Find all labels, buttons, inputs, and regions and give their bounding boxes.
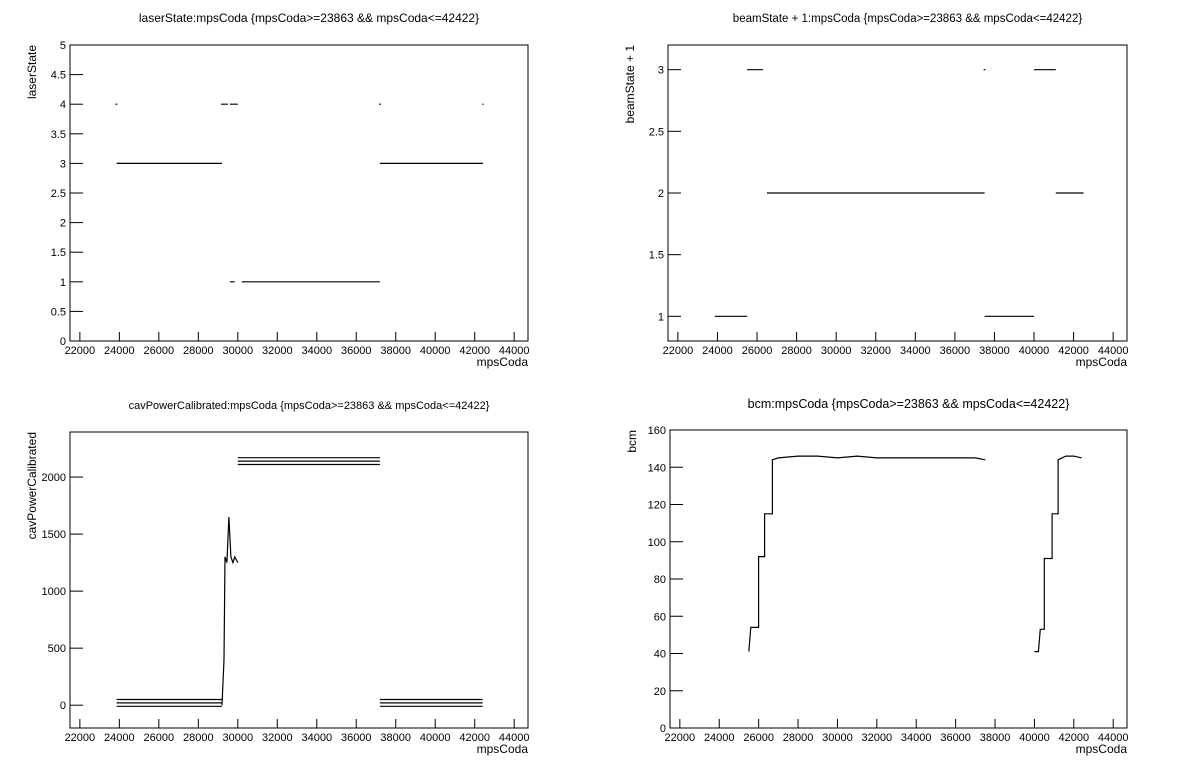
x-tick-label: 38000 (980, 732, 1011, 744)
y-tick-label: 160 (648, 425, 666, 437)
x-tick-label: 42000 (459, 732, 490, 744)
x-tick-label: 26000 (743, 732, 774, 744)
y-tick-label: 1500 (42, 529, 66, 541)
x-tick-label: 22000 (65, 732, 96, 744)
x-tick-label: 42000 (459, 345, 490, 357)
x-tick-label: 38000 (979, 345, 1010, 357)
x-tick-label: 36000 (341, 345, 372, 357)
y-axis-label: laserState (25, 45, 39, 99)
x-tick-label: 28000 (781, 345, 812, 357)
y-tick-label: 2 (658, 188, 664, 200)
x-tick-label: 36000 (940, 345, 971, 357)
y-tick-label: 100 (648, 537, 666, 549)
y-tick-label: 3 (60, 158, 66, 170)
x-tick-label: 44000 (1098, 732, 1129, 744)
chart-title: laserState:mpsCoda {mpsCoda>=23863 && mp… (139, 11, 479, 25)
y-tick-label: 1.5 (51, 247, 66, 259)
x-tick-label: 34000 (900, 345, 931, 357)
x-tick-label: 22000 (663, 345, 694, 357)
chart-title: beamState + 1:mpsCoda {mpsCoda>=23863 &&… (733, 13, 1083, 25)
y-tick-label: 2 (60, 218, 66, 230)
y-tick-label: 3 (658, 65, 664, 77)
x-tick-label: 26000 (742, 345, 773, 357)
x-tick-label: 32000 (262, 345, 293, 357)
x-tick-label: 26000 (144, 732, 175, 744)
x-tick-label: 34000 (301, 732, 332, 744)
y-tick-label: 140 (648, 462, 666, 474)
y-tick-label: 2.5 (649, 126, 664, 138)
x-tick-label: 28000 (783, 732, 814, 744)
y-tick-label: 1 (60, 277, 66, 289)
y-tick-label: 500 (48, 643, 66, 655)
chart-title: cavPowerCalibrated:mpsCoda {mpsCoda>=238… (129, 400, 490, 412)
y-tick-label: 1000 (42, 586, 66, 598)
y-axis-label: cavPowerCalibrated (25, 432, 39, 539)
data-trace (116, 457, 483, 707)
x-tick-label: 32000 (262, 732, 293, 744)
x-tick-label: 30000 (223, 345, 254, 357)
x-tick-label: 36000 (940, 732, 971, 744)
x-tick-label: 32000 (862, 732, 893, 744)
y-tick-label: 2.5 (51, 188, 66, 200)
y-tick-label: 0.5 (51, 306, 66, 318)
y-tick-label: 3.5 (51, 129, 66, 141)
x-tick-label: 40000 (1019, 345, 1050, 357)
x-tick-label: 28000 (183, 732, 214, 744)
x-axis-label: mpsCoda (477, 742, 529, 756)
y-tick-label: 1.5 (649, 250, 664, 262)
x-tick-label: 30000 (821, 345, 852, 357)
y-tick-label: 120 (648, 500, 666, 512)
x-tick-label: 24000 (104, 345, 135, 357)
y-tick-label: 20 (654, 686, 666, 698)
x-tick-label: 24000 (704, 732, 735, 744)
y-tick-label: 0 (60, 700, 66, 712)
x-tick-label: 22000 (65, 345, 96, 357)
x-axis-label: mpsCoda (1076, 355, 1128, 369)
x-tick-label: 24000 (104, 732, 135, 744)
y-tick-label: 0 (660, 723, 666, 735)
plot-frame (69, 44, 529, 342)
x-tick-label: 44000 (499, 732, 530, 744)
x-tick-label: 30000 (223, 732, 254, 744)
x-tick-label: 44000 (499, 345, 530, 357)
x-tick-label: 30000 (822, 732, 853, 744)
x-tick-label: 38000 (380, 345, 411, 357)
chart-title: bcm:mpsCoda {mpsCoda>=23863 && mpsCoda<=… (748, 397, 1070, 411)
y-tick-label: 1 (658, 311, 664, 323)
y-tick-label: 5 (60, 40, 66, 52)
x-axis-label: mpsCoda (1076, 742, 1128, 756)
y-tick-label: 4.5 (51, 70, 66, 82)
y-tick-label: 2000 (42, 472, 66, 484)
x-tick-label: 22000 (665, 732, 696, 744)
x-tick-label: 40000 (1019, 732, 1050, 744)
x-tick-label: 40000 (420, 345, 451, 357)
data-trace (115, 103, 484, 283)
y-tick-label: 80 (654, 574, 666, 586)
x-tick-label: 34000 (901, 732, 932, 744)
data-trace (748, 455, 1082, 653)
y-tick-label: 60 (654, 611, 666, 623)
plot-frame (69, 431, 529, 729)
x-tick-label: 38000 (380, 732, 411, 744)
x-tick-label: 28000 (183, 345, 214, 357)
x-tick-label: 42000 (1058, 345, 1089, 357)
x-tick-label: 32000 (860, 345, 891, 357)
x-tick-label: 24000 (702, 345, 733, 357)
x-axis-label: mpsCoda (477, 355, 529, 369)
data-trace (714, 69, 1084, 317)
x-tick-label: 34000 (301, 345, 332, 357)
x-tick-label: 44000 (1098, 345, 1129, 357)
x-tick-label: 42000 (1059, 732, 1090, 744)
y-tick-label: 40 (654, 649, 666, 661)
x-tick-label: 40000 (420, 732, 451, 744)
y-axis-label: beamState + 1 (623, 45, 637, 124)
y-tick-label: 0 (60, 336, 66, 348)
y-axis-label: bcm (625, 430, 639, 453)
y-tick-label: 4 (60, 99, 66, 111)
x-tick-label: 26000 (144, 345, 175, 357)
x-tick-label: 36000 (341, 732, 372, 744)
